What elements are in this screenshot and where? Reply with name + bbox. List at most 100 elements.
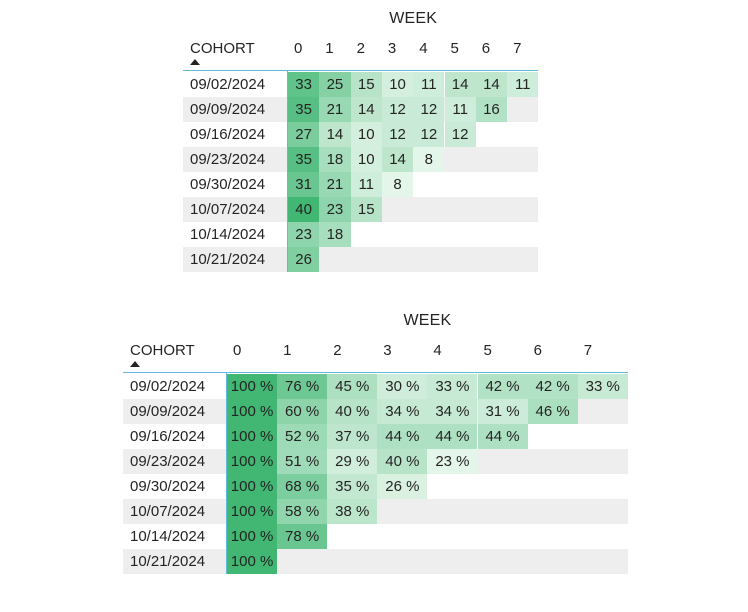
retention-cell[interactable]: 21 <box>319 172 351 197</box>
week-header-7[interactable]: 7 <box>513 40 522 57</box>
retention-cell[interactable]: 15 <box>350 72 382 97</box>
retention-cell[interactable]: 31 % <box>477 399 528 424</box>
retention-cell[interactable]: 23 <box>319 197 351 222</box>
retention-cell[interactable]: 8 <box>413 147 445 172</box>
retention-cell[interactable]: 40 <box>288 197 320 222</box>
retention-cell[interactable]: 44 % <box>427 424 478 449</box>
retention-cell[interactable]: 52 % <box>277 424 328 449</box>
retention-cell[interactable]: 100 % <box>227 399 278 424</box>
retention-cell[interactable]: 11 <box>444 97 476 122</box>
retention-cell[interactable]: 68 % <box>277 474 328 499</box>
cohort-label[interactable]: 09/16/2024 <box>190 126 266 143</box>
retention-cell[interactable]: 100 % <box>227 499 278 524</box>
retention-cell[interactable]: 45 % <box>327 374 378 399</box>
week-header-4[interactable]: 4 <box>419 40 428 57</box>
retention-cell[interactable]: 14 <box>319 122 351 147</box>
retention-cell[interactable]: 10 <box>381 72 414 97</box>
cohort-label[interactable]: 09/16/2024 <box>130 428 206 445</box>
retention-cell[interactable]: 23 <box>288 222 320 247</box>
retention-cell[interactable]: 44 % <box>377 424 428 449</box>
week-header-6[interactable]: 6 <box>533 342 542 359</box>
cohort-label[interactable]: 10/07/2024 <box>190 201 266 218</box>
cohort-label[interactable]: 10/07/2024 <box>130 503 206 520</box>
retention-cell[interactable]: 11 <box>413 72 445 97</box>
retention-cell[interactable]: 18 <box>319 147 351 172</box>
retention-cell[interactable]: 44 % <box>477 424 528 449</box>
retention-cell[interactable]: 40 % <box>377 449 428 474</box>
week-header-2[interactable]: 2 <box>333 342 342 359</box>
retention-cell[interactable]: 34 % <box>427 399 478 424</box>
retention-cell[interactable]: 37 % <box>327 424 378 449</box>
retention-cell[interactable]: 100 % <box>227 524 278 549</box>
cohort-label[interactable]: 09/02/2024 <box>190 76 266 93</box>
retention-cell[interactable]: 35 % <box>327 474 378 499</box>
retention-cell[interactable]: 100 % <box>227 474 278 499</box>
retention-cell[interactable]: 10 <box>350 147 382 172</box>
cohort-label[interactable]: 09/30/2024 <box>190 176 266 193</box>
retention-cell[interactable]: 26 % <box>377 474 428 499</box>
retention-cell[interactable]: 78 % <box>277 524 328 549</box>
retention-cell[interactable]: 100 % <box>227 374 278 399</box>
cohort-label[interactable]: 10/14/2024 <box>130 528 206 545</box>
week-header-5[interactable]: 5 <box>450 40 459 57</box>
retention-cell[interactable]: 31 <box>288 172 320 197</box>
sort-ascending-icon[interactable] <box>190 59 200 65</box>
week-header-7[interactable]: 7 <box>583 342 593 359</box>
retention-cell[interactable]: 35 <box>288 147 320 172</box>
retention-cell[interactable]: 35 <box>288 97 320 122</box>
retention-cell[interactable]: 100 % <box>227 424 278 449</box>
cohort-label[interactable]: 09/09/2024 <box>190 101 266 118</box>
cohort-label[interactable]: 09/23/2024 <box>190 151 266 168</box>
week-header-3[interactable]: 3 <box>383 342 392 359</box>
retention-cell[interactable]: 14 <box>350 97 382 122</box>
retention-cell[interactable]: 42 % <box>527 374 578 399</box>
week-header-1[interactable]: 1 <box>325 40 334 57</box>
retention-cell[interactable]: 12 <box>413 97 445 122</box>
retention-cell[interactable]: 21 <box>319 97 351 122</box>
retention-cell[interactable]: 26 <box>288 247 320 272</box>
retention-cell[interactable]: 42 % <box>477 374 528 399</box>
retention-cell[interactable]: 60 % <box>277 399 328 424</box>
week-header-2[interactable]: 2 <box>356 40 365 57</box>
retention-cell[interactable]: 40 % <box>327 399 378 424</box>
week-header-0[interactable]: 0 <box>233 342 242 359</box>
retention-cell[interactable]: 16 <box>475 97 508 122</box>
cohort-label[interactable]: 10/21/2024 <box>190 251 266 268</box>
cohort-label[interactable]: 09/23/2024 <box>130 453 206 470</box>
sort-ascending-icon[interactable] <box>130 361 140 367</box>
retention-cell[interactable]: 12 <box>413 122 445 147</box>
week-header-0[interactable]: 0 <box>294 40 303 57</box>
retention-cell[interactable]: 15 <box>350 197 382 222</box>
retention-cell[interactable]: 30 % <box>377 374 428 399</box>
retention-cell[interactable]: 33 % <box>577 374 628 399</box>
retention-cell[interactable]: 10 <box>350 122 382 147</box>
retention-cell[interactable]: 12 <box>381 97 414 122</box>
retention-cell[interactable]: 34 % <box>377 399 428 424</box>
week-header-6[interactable]: 6 <box>481 40 491 57</box>
week-header-5[interactable]: 5 <box>483 342 492 359</box>
retention-cell[interactable]: 58 % <box>277 499 328 524</box>
cohort-column-header[interactable]: COHORT <box>130 342 195 359</box>
retention-cell[interactable]: 14 <box>475 72 508 97</box>
week-header-4[interactable]: 4 <box>433 342 442 359</box>
cohort-column-header[interactable]: COHORT <box>190 40 255 57</box>
retention-cell[interactable]: 46 % <box>527 399 578 424</box>
retention-cell[interactable]: 76 % <box>277 374 328 399</box>
week-header-3[interactable]: 3 <box>387 40 397 57</box>
retention-cell[interactable]: 8 <box>381 172 414 197</box>
cohort-label[interactable]: 09/09/2024 <box>130 403 206 420</box>
retention-cell[interactable]: 12 <box>381 122 414 147</box>
retention-cell[interactable]: 38 % <box>327 499 378 524</box>
retention-cell[interactable]: 51 % <box>277 449 328 474</box>
cohort-label[interactable]: 09/02/2024 <box>130 378 206 395</box>
retention-cell[interactable]: 11 <box>350 172 382 197</box>
retention-cell[interactable]: 33 <box>288 72 320 97</box>
retention-cell[interactable]: 25 <box>319 72 351 97</box>
week-header-1[interactable]: 1 <box>283 342 292 359</box>
cohort-label[interactable]: 09/30/2024 <box>130 478 206 495</box>
retention-cell[interactable]: 18 <box>319 222 351 247</box>
retention-cell[interactable]: 12 <box>444 122 476 147</box>
retention-cell[interactable]: 11 <box>507 72 539 97</box>
retention-cell[interactable]: 29 % <box>327 449 378 474</box>
retention-cell[interactable]: 100 % <box>227 449 278 474</box>
